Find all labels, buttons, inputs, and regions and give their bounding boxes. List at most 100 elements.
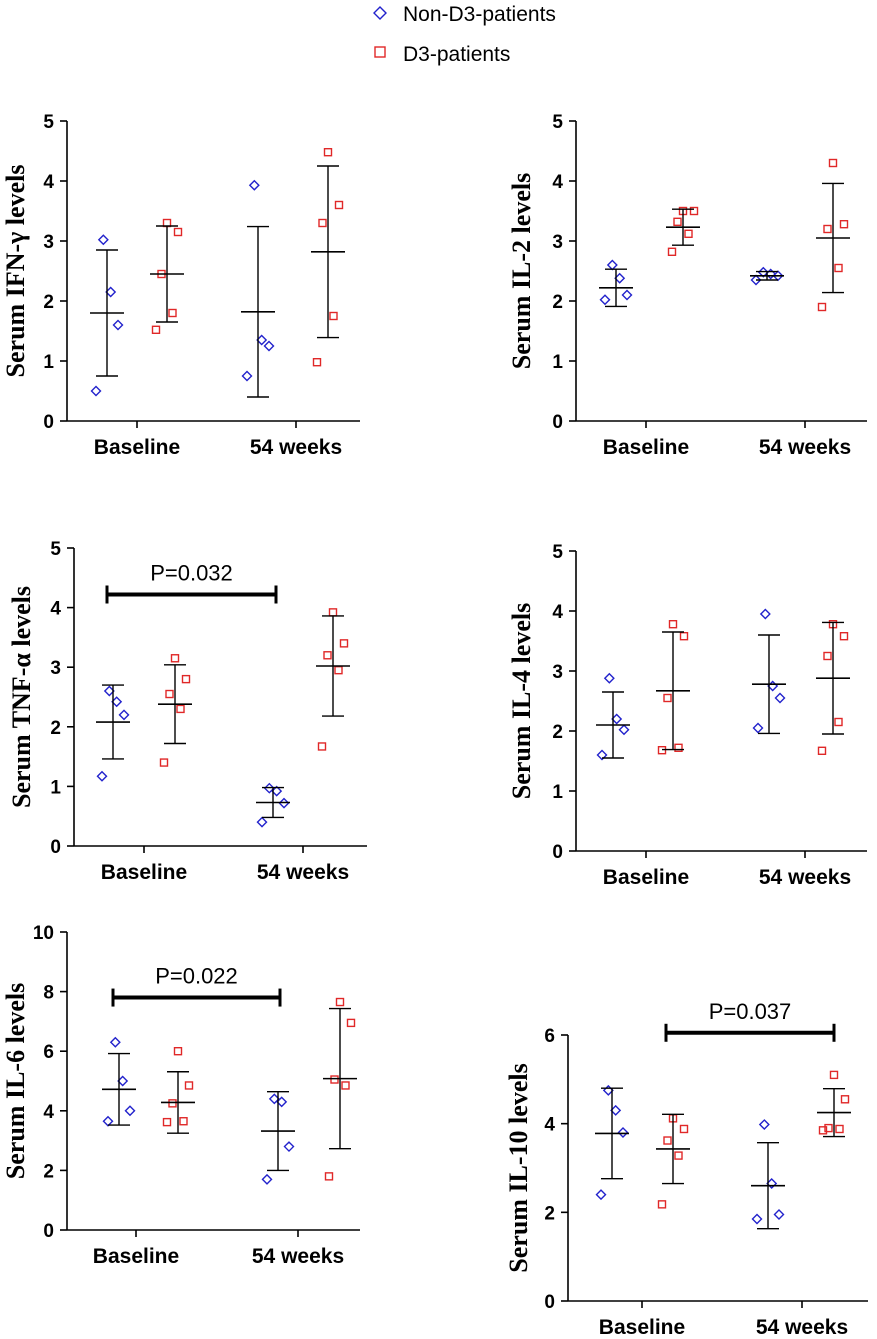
x-category-label: Baseline xyxy=(94,436,180,459)
legend-item-d3: D3-patients xyxy=(374,43,510,66)
data-point-d3 xyxy=(346,1018,356,1028)
data-point-d3 xyxy=(828,158,838,168)
data-point-d3 xyxy=(824,1123,833,1133)
y-axis-title: Serum IL-4 levels xyxy=(507,603,536,799)
error-bar xyxy=(316,615,350,717)
data-point-non-d3 xyxy=(606,259,618,271)
error-bar xyxy=(751,1142,785,1230)
data-point-d3 xyxy=(170,654,180,663)
y-tick-label: 0 xyxy=(552,842,563,863)
legend-square-marker xyxy=(374,46,386,58)
data-point-d3 xyxy=(674,743,683,752)
chart-panel-2: 0 1 2 3 4 5 Baseline 54 weeks Serum IL-2 levels xyxy=(507,112,867,459)
data-point-d3 xyxy=(176,704,185,714)
data-point-non-d3 xyxy=(617,1127,629,1139)
error-bar xyxy=(150,225,184,323)
data-point-d3 xyxy=(667,247,677,257)
data-point-d3 xyxy=(835,1124,844,1134)
error-bar xyxy=(816,182,850,294)
y-tick-label: 0 xyxy=(43,1221,54,1242)
data-point-d3 xyxy=(184,1081,194,1090)
x-category-label: Baseline xyxy=(599,1316,685,1339)
p-value-label: P=0.022 xyxy=(155,964,238,989)
y-tick-label: 4 xyxy=(552,602,563,623)
data-point-d3 xyxy=(323,651,332,660)
legend-label-non-d3: Non-D3-patients xyxy=(403,3,556,26)
chart-panel-3: 0 1 2 3 4 5 Baseline 54 weeks Serum TNF-α levels… xyxy=(7,539,367,884)
data-point-d3 xyxy=(840,1095,850,1104)
chart-panel-6: 0 2 4 6 Baseline 54 weeks Serum IL-10 levels P=… xyxy=(504,999,868,1339)
legend-diamond-marker xyxy=(373,6,387,20)
data-point-d3 xyxy=(162,1117,172,1127)
data-point-d3 xyxy=(328,608,338,617)
y-tick-label: 4 xyxy=(544,1115,555,1136)
significance-bracket: P=0.037 xyxy=(664,999,836,1042)
error-bar xyxy=(241,225,275,398)
data-point-non-d3 xyxy=(261,1173,273,1185)
data-point-d3 xyxy=(330,1075,339,1084)
y-tick-label: 4 xyxy=(50,599,61,620)
error-bar xyxy=(311,165,345,339)
y-tick-label: 4 xyxy=(552,172,563,193)
legend-item-non-d3: Non-D3-patients xyxy=(373,3,556,26)
error-bar xyxy=(96,684,130,760)
y-tick-label: 0 xyxy=(50,837,61,858)
data-point-non-d3 xyxy=(596,749,608,761)
data-point-d3 xyxy=(663,1136,672,1145)
y-tick-label: 1 xyxy=(552,782,563,803)
data-point-d3 xyxy=(317,742,327,751)
x-category-label: 54 weeks xyxy=(756,1316,848,1339)
y-tick-label: 3 xyxy=(50,658,61,679)
x-category-label: 54 weeks xyxy=(250,436,342,459)
y-tick-label: 5 xyxy=(552,542,563,563)
data-point-non-d3 xyxy=(118,709,130,721)
data-point-non-d3 xyxy=(759,608,771,620)
significance-bracket: P=0.032 xyxy=(105,560,278,604)
data-point-non-d3 xyxy=(97,234,109,246)
x-category-label: 54 weeks xyxy=(257,861,349,884)
data-point-d3 xyxy=(829,1070,839,1080)
data-point-d3 xyxy=(679,632,689,641)
x-category-label: Baseline xyxy=(603,866,689,889)
y-tick-label: 0 xyxy=(552,412,563,433)
y-axis-title: Serum IL-6 levels xyxy=(1,983,30,1179)
data-point-d3 xyxy=(334,200,344,210)
y-tick-label: 5 xyxy=(50,539,61,560)
data-point-non-d3 xyxy=(102,1115,114,1127)
y-tick-label: 4 xyxy=(43,1102,54,1123)
data-point-d3 xyxy=(657,1200,667,1209)
y-tick-label: 2 xyxy=(43,292,54,313)
data-point-d3 xyxy=(173,1046,183,1056)
data-point-non-d3 xyxy=(112,319,124,331)
data-point-non-d3 xyxy=(603,672,615,684)
error-bar xyxy=(656,631,690,751)
y-axis-title: Serum IFN-γ levels xyxy=(1,165,30,378)
data-point-d3 xyxy=(329,311,338,321)
error-bar xyxy=(261,1091,295,1172)
y-axis-title: Serum TNF-α levels xyxy=(7,586,36,808)
data-point-non-d3 xyxy=(752,722,764,734)
x-category-label: 54 weeks xyxy=(252,1245,344,1268)
data-point-d3 xyxy=(324,1172,334,1181)
data-point-d3 xyxy=(684,229,693,239)
p-value-label: P=0.037 xyxy=(709,999,792,1024)
y-tick-label: 2 xyxy=(544,1203,555,1224)
y-tick-label: 6 xyxy=(43,1042,54,1063)
data-point-d3 xyxy=(834,717,843,727)
p-value-label: P=0.032 xyxy=(150,560,233,585)
y-tick-label: 3 xyxy=(552,662,563,683)
y-tick-label: 1 xyxy=(552,352,563,373)
data-point-d3 xyxy=(823,224,832,234)
y-tick-label: 0 xyxy=(43,412,54,433)
error-bar xyxy=(656,1113,690,1185)
error-bar xyxy=(752,634,786,735)
y-tick-label: 3 xyxy=(552,232,563,253)
chart-panel-1: 0 1 2 3 4 5 Baseline 54 weeks Serum IFN-γ levels xyxy=(1,112,360,459)
y-tick-label: 4 xyxy=(43,172,54,193)
data-point-d3 xyxy=(312,358,322,367)
data-point-non-d3 xyxy=(750,274,762,286)
data-point-d3 xyxy=(668,620,678,629)
y-axis-title: Serum IL-2 levels xyxy=(507,173,536,369)
error-bar xyxy=(158,664,192,745)
